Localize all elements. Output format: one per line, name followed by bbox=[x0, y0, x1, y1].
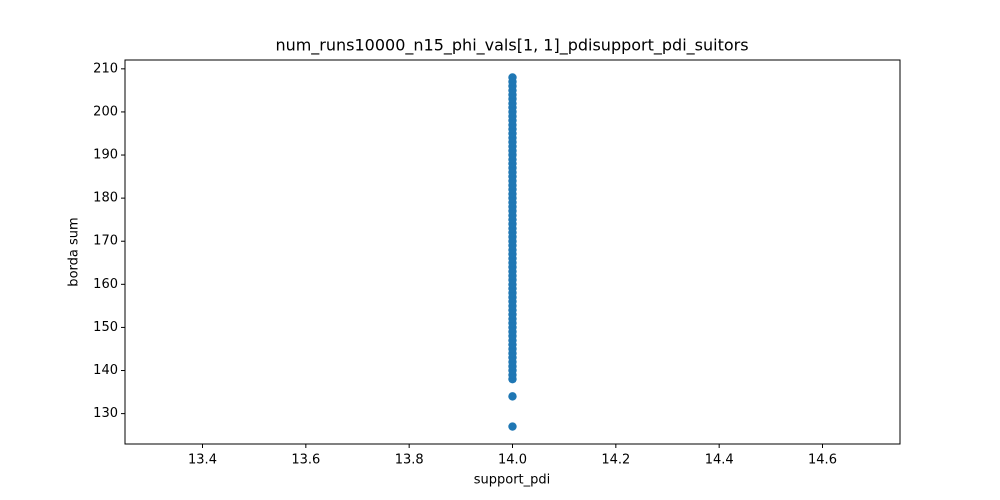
chart-title: num_runs10000_n15_phi_vals[1, 1]_pdisupp… bbox=[275, 36, 748, 56]
plot-frame bbox=[124, 59, 901, 445]
y-tick-label: 130 bbox=[93, 406, 118, 421]
y-tick-label: 210 bbox=[93, 61, 118, 76]
y-tick-label: 190 bbox=[93, 148, 118, 163]
x-tick-label: 13.8 bbox=[395, 453, 424, 468]
y-tick-label: 140 bbox=[93, 363, 118, 378]
x-tick-label: 13.4 bbox=[188, 453, 217, 468]
x-tick-label: 14.0 bbox=[498, 453, 527, 468]
point bbox=[508, 392, 517, 401]
y-tick-label: 170 bbox=[93, 234, 118, 249]
x-tick-label: 14.2 bbox=[601, 453, 630, 468]
y-axis-label: borda sum bbox=[67, 217, 82, 286]
x-tick-label: 14.6 bbox=[808, 453, 837, 468]
x-tick-label: 13.6 bbox=[291, 453, 320, 468]
y-tick-label: 160 bbox=[93, 277, 118, 292]
x-axis-label: support_pdi bbox=[474, 473, 551, 488]
point bbox=[508, 73, 517, 82]
y-tick-label: 200 bbox=[93, 104, 118, 119]
y-tick-label: 180 bbox=[93, 191, 118, 206]
y-tick-label: 150 bbox=[93, 320, 118, 335]
point bbox=[508, 422, 517, 431]
x-tick-label: 14.4 bbox=[705, 453, 734, 468]
